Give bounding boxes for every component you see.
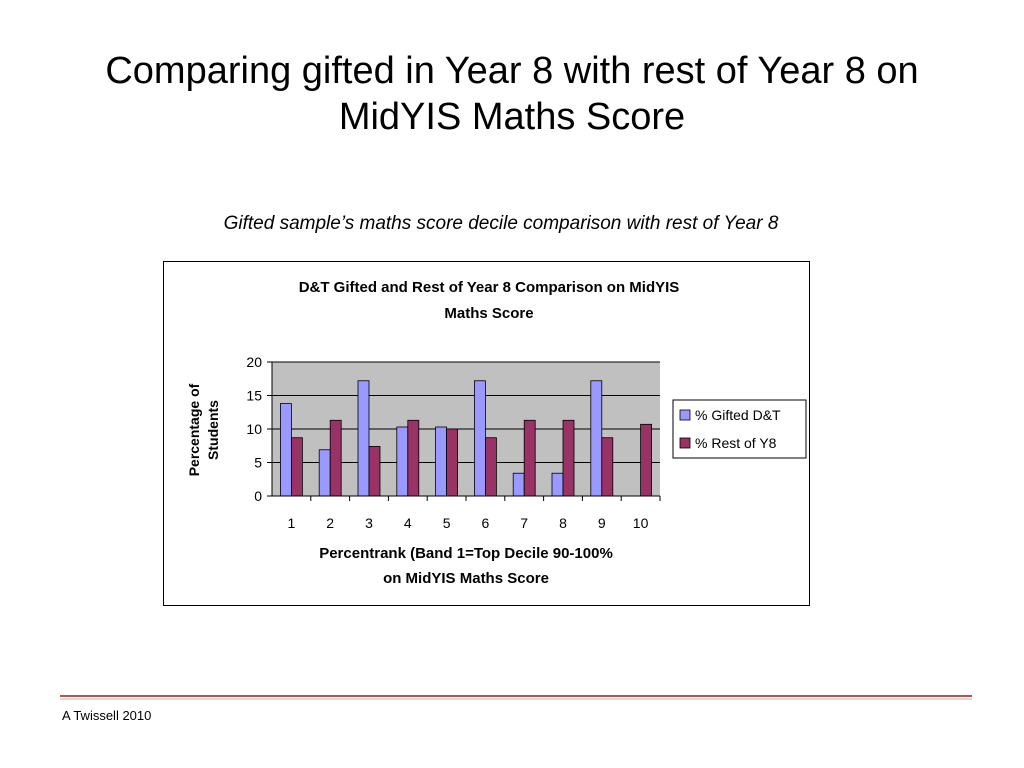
y-tick-label-5: 5 [254,455,262,471]
bar-rest-2 [329,419,342,497]
x-tick-label-4: 4 [404,515,412,531]
x-axis-label-line-1: Percentrank (Band 1=Top Decile 90-100% [319,545,613,562]
bar-rest-4 [407,419,420,497]
chart-title-line-2: Maths Score [444,305,533,322]
y-tick-label-0: 0 [254,488,262,504]
x-tick-label-6: 6 [482,515,490,531]
y-tick-label-20: 20 [246,354,262,370]
bar-gifted-3 [357,380,370,497]
plot-area: 0 5 10 15 20 1 2 3 4 5 6 7 8 9 10 [246,354,661,531]
footer-divider-red [60,695,972,697]
bar-rest-6 [484,437,497,497]
x-tick-label-5: 5 [443,515,451,531]
y-tick-label-10: 10 [246,421,262,437]
chart-frame: D&T Gifted and Rest of Year 8 Comparison… [163,261,810,606]
y-axis-label-line-1: Percentage of [186,383,202,476]
legend: % Gifted D&T % Rest of Y8 [672,399,807,459]
x-tick-label-9: 9 [598,515,606,531]
bar-gifted-6 [473,380,486,497]
bar-gifted-9 [590,380,603,497]
y-tick-label-15: 15 [246,388,262,404]
bar-rest-8 [562,419,575,497]
slide-title-line-2: MidYIS Maths Score [338,96,686,138]
chart-title-line-1: D&T Gifted and Rest of Year 8 Comparison… [299,279,680,296]
x-axis-label-line-2: on MidYIS Maths Score [383,570,549,587]
bar-gifted-8 [551,472,564,497]
x-tick-label-2: 2 [326,515,334,531]
legend-box [672,399,807,459]
bar-gifted-2 [318,449,331,497]
x-tick-label-3: 3 [365,515,373,531]
legend-label-gifted: % Gifted D&T [695,407,781,423]
footer-divider-grey [60,698,972,700]
bar-rest-1 [291,437,303,497]
footer-author: A Twissell 2010 [62,708,152,723]
bar-gifted-7 [512,472,525,497]
bar-gifted-1 [280,403,292,497]
x-tick-label-8: 8 [559,515,567,531]
slide-subtitle: Gifted sample’s maths score decile compa… [223,213,779,234]
bar-gifted-4 [396,426,409,497]
legend-label-rest: % Rest of Y8 [695,435,777,451]
x-tick-label-10: 10 [633,515,649,531]
y-axis-label-line-2: Students [205,400,221,460]
bar-rest-3 [368,446,381,497]
legend-swatch-gifted [679,409,691,421]
bar-rest-5 [446,428,459,497]
bar-chart: D&T Gifted and Rest of Year 8 Comparison… [186,279,807,587]
slide-title: Comparing gifted in Year 8 with rest of … [40,48,984,140]
x-tick-label-1: 1 [288,515,296,531]
x-tick-label-7: 7 [520,515,528,531]
slide-title-line-1: Comparing gifted in Year 8 with rest of … [105,50,919,92]
bar-rest-10 [640,423,653,497]
bar-gifted-5 [435,426,448,497]
bar-rest-7 [523,419,536,497]
legend-swatch-rest [679,437,691,449]
bar-rest-9 [601,437,614,497]
